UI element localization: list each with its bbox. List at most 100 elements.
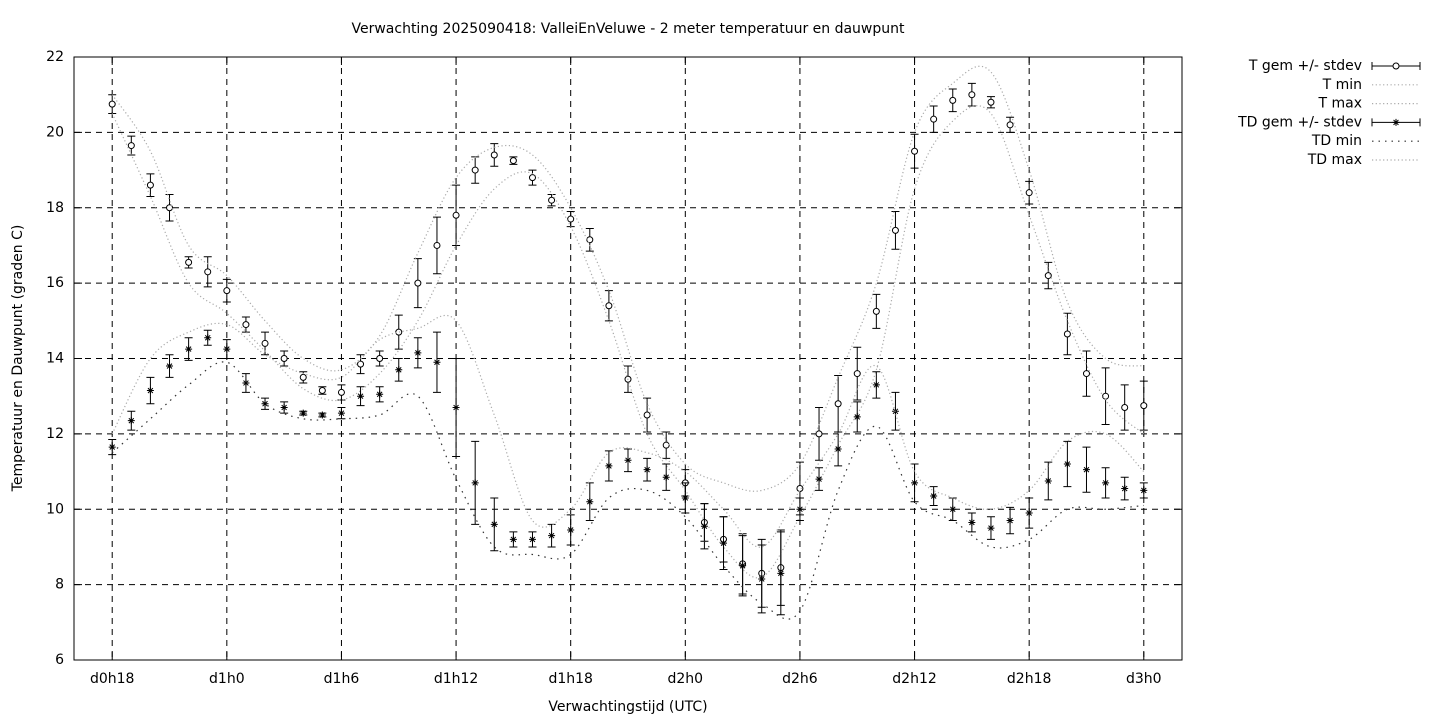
data-point xyxy=(1140,402,1148,410)
data-point xyxy=(968,518,976,526)
data-point xyxy=(242,321,250,329)
data-point xyxy=(834,445,842,453)
data-point xyxy=(1044,477,1052,485)
legend-label: T max xyxy=(1317,96,1362,112)
legend-swatch xyxy=(1392,118,1400,126)
data-point xyxy=(1082,370,1090,378)
data-point xyxy=(471,479,479,487)
data-point xyxy=(509,535,517,543)
data-point xyxy=(1102,479,1110,487)
data-point xyxy=(1044,272,1052,280)
data-point xyxy=(261,339,269,347)
envelope-line xyxy=(111,105,1145,579)
data-point xyxy=(414,349,422,357)
data-point xyxy=(242,379,250,387)
data-point xyxy=(872,381,880,389)
data-point xyxy=(777,569,785,577)
y-tick-label: 8 xyxy=(55,577,64,593)
data-point xyxy=(299,409,307,417)
data-point xyxy=(662,441,670,449)
data-point xyxy=(758,575,766,583)
data-point xyxy=(872,307,880,315)
data-point xyxy=(968,91,976,99)
legend-label: TD gem +/- stdev xyxy=(1237,114,1362,130)
data-point xyxy=(949,505,957,513)
data-point xyxy=(1063,330,1071,338)
data-point xyxy=(357,360,365,368)
data-point xyxy=(127,417,135,425)
data-point xyxy=(796,485,804,493)
x-tick-label: d2h6 xyxy=(782,671,818,687)
data-point xyxy=(204,268,212,276)
data-point xyxy=(108,100,116,108)
x-tick-label: d1h0 xyxy=(209,671,245,687)
data-point xyxy=(643,411,651,419)
data-point xyxy=(452,211,460,219)
data-point xyxy=(223,287,231,295)
data-point xyxy=(624,456,632,464)
data-point xyxy=(930,492,938,500)
data-point xyxy=(376,390,384,398)
data-point xyxy=(127,142,135,150)
data-point xyxy=(586,236,594,244)
x-tick-label: d0h18 xyxy=(90,671,134,687)
data-point xyxy=(280,403,288,411)
data-point xyxy=(1025,189,1033,197)
data-point xyxy=(471,166,479,174)
data-point xyxy=(1006,517,1014,525)
data-point xyxy=(166,204,174,212)
data-point xyxy=(204,334,212,342)
legend-label: TD min xyxy=(1311,133,1362,149)
data-point xyxy=(662,473,670,481)
data-point xyxy=(185,258,193,266)
data-point xyxy=(815,430,823,438)
data-point xyxy=(739,562,747,570)
data-point xyxy=(853,370,861,378)
data-point xyxy=(1025,509,1033,517)
data-point xyxy=(376,355,384,362)
y-axis-label: Temperatuur en Dauwpunt (graden C) xyxy=(10,225,26,493)
data-point xyxy=(567,215,575,223)
data-point xyxy=(223,345,231,353)
legend-label: TD max xyxy=(1307,152,1362,168)
plot-frame xyxy=(73,56,1183,661)
data-point xyxy=(1082,466,1090,474)
data-point xyxy=(1121,485,1129,493)
data-point xyxy=(166,362,174,370)
x-tick-label: d1h6 xyxy=(324,671,360,687)
data-point xyxy=(605,302,613,310)
data-point xyxy=(987,98,995,106)
data-point xyxy=(949,96,957,104)
data-point xyxy=(834,400,842,408)
data-point xyxy=(337,388,345,396)
y-tick-label: 14 xyxy=(46,351,64,367)
data-point xyxy=(490,520,498,528)
data-point xyxy=(891,226,899,234)
data-point xyxy=(815,475,823,483)
x-tick-label: d1h12 xyxy=(434,671,478,687)
data-point xyxy=(643,466,651,474)
x-tick-label: d2h0 xyxy=(668,671,704,687)
y-tick-label: 18 xyxy=(46,200,64,216)
data-point xyxy=(185,345,193,353)
data-point xyxy=(318,387,326,395)
y-tick-label: 22 xyxy=(46,49,64,65)
data-point xyxy=(528,535,536,543)
data-point xyxy=(681,494,689,502)
data-point xyxy=(395,328,403,336)
data-point xyxy=(700,522,708,530)
legend-label: T min xyxy=(1322,77,1362,93)
x-tick-label: d2h18 xyxy=(1007,671,1051,687)
y-tick-label: 16 xyxy=(46,275,64,291)
data-point xyxy=(987,524,995,532)
x-tick-label: d3h0 xyxy=(1126,671,1162,687)
data-point xyxy=(586,498,594,506)
chart-title: Verwachting 2025090418: ValleiEnVeluwe -… xyxy=(351,21,905,37)
data-point xyxy=(146,181,154,189)
envelope-line xyxy=(111,65,1144,492)
data-point xyxy=(395,366,403,374)
data-point xyxy=(490,151,498,159)
data-point xyxy=(299,373,307,381)
data-point xyxy=(528,174,536,182)
